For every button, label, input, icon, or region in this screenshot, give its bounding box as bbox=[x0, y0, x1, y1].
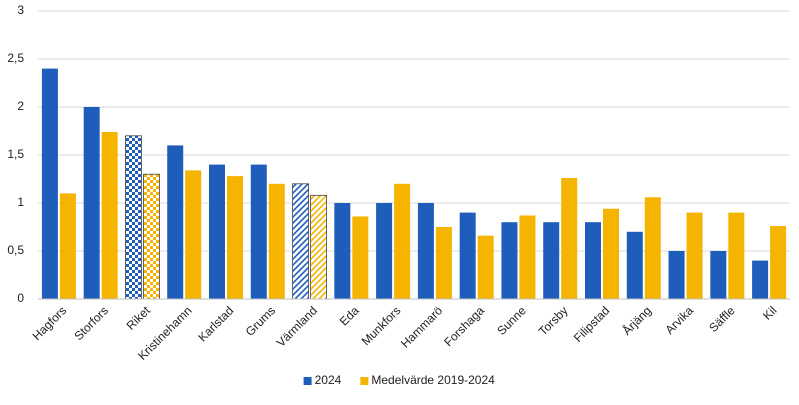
y-tick-label: 0 bbox=[17, 291, 24, 305]
bar bbox=[626, 231, 643, 299]
bar bbox=[668, 251, 685, 299]
legend-label: Medelvärde 2019-2024 bbox=[371, 373, 495, 387]
x-tick-label: Säffle bbox=[706, 303, 738, 335]
bar bbox=[227, 176, 243, 299]
y-tick-label: 2 bbox=[17, 99, 24, 113]
bar bbox=[603, 208, 619, 299]
y-tick-label: 3 bbox=[17, 3, 24, 17]
x-tick-label: Torsby bbox=[536, 303, 571, 338]
bar bbox=[543, 222, 560, 299]
bar bbox=[686, 212, 703, 299]
bar bbox=[519, 215, 536, 299]
x-tick-label: Filipstad bbox=[571, 303, 612, 344]
x-tick-label: Riket bbox=[124, 303, 154, 333]
x-tick-label: Storfors bbox=[71, 303, 111, 343]
x-tick-label: Sunne bbox=[494, 303, 529, 338]
legend-label: 2024 bbox=[315, 373, 342, 387]
x-tick-label: Munkfors bbox=[359, 303, 404, 348]
x-tick-label: Karlstad bbox=[195, 303, 236, 344]
bar bbox=[185, 170, 202, 299]
bar bbox=[101, 131, 118, 299]
bar bbox=[250, 164, 267, 299]
y-tick-label: 0,5 bbox=[7, 243, 24, 257]
bar bbox=[209, 164, 225, 299]
bar bbox=[752, 260, 769, 299]
bar bbox=[352, 216, 369, 299]
x-tick-label: Hammarö bbox=[398, 303, 445, 350]
bar bbox=[268, 183, 285, 299]
bar bbox=[394, 183, 411, 299]
x-tick-label: Värmland bbox=[274, 303, 320, 349]
legend-swatch bbox=[303, 377, 312, 385]
bar bbox=[644, 197, 661, 299]
bar bbox=[477, 235, 494, 299]
bar bbox=[376, 203, 393, 299]
bar bbox=[561, 178, 578, 299]
bar bbox=[59, 193, 76, 299]
bar bbox=[125, 135, 142, 300]
bar bbox=[459, 212, 476, 299]
bar bbox=[310, 194, 327, 300]
bar bbox=[710, 251, 727, 299]
bar bbox=[585, 222, 601, 299]
bar bbox=[435, 227, 452, 299]
bar bbox=[728, 212, 745, 299]
x-tick-label: Hagfors bbox=[30, 303, 70, 343]
y-tick-label: 1 bbox=[17, 195, 24, 209]
x-tick-label: Forshaga bbox=[441, 303, 487, 349]
bar bbox=[292, 183, 309, 300]
legend-swatch bbox=[360, 377, 369, 385]
x-tick-label: Årjäng bbox=[619, 303, 654, 338]
bar bbox=[83, 107, 100, 299]
bar bbox=[334, 203, 351, 299]
x-tick-label: Kil bbox=[760, 303, 779, 322]
bar bbox=[41, 68, 58, 299]
bar bbox=[167, 145, 184, 299]
y-tick-label: 2,5 bbox=[7, 51, 24, 65]
x-tick-label: Grums bbox=[243, 303, 278, 338]
x-tick-label: Arvika bbox=[662, 303, 696, 337]
x-tick-label: Eda bbox=[337, 303, 362, 328]
bar bbox=[417, 203, 434, 299]
bar bbox=[143, 173, 160, 300]
bar bbox=[501, 222, 518, 299]
y-tick-label: 1,5 bbox=[7, 147, 24, 161]
bar bbox=[770, 226, 787, 299]
